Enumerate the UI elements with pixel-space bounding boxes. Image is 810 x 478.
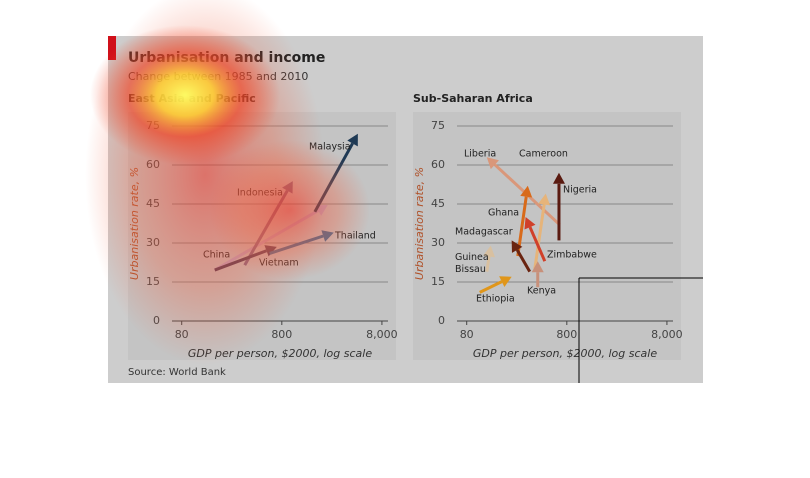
y-axis-label: Urbanisation rate, %: [128, 167, 141, 280]
y-tick-label: 60: [146, 158, 160, 171]
y-tick-label: 30: [431, 236, 445, 249]
arrow-shaft: [485, 256, 491, 272]
arrow-head: [538, 193, 551, 206]
panel: Sub-Saharan Africa 0 15 30 45 60 75 80 800 8,000 G…: [413, 92, 683, 360]
series-label: China: [203, 250, 230, 261]
y-tick-label: 15: [146, 275, 160, 288]
series-label: Guinea Bissau: [455, 252, 489, 275]
arrow-shaft: [533, 204, 546, 270]
arrow-head: [499, 276, 512, 288]
subtitle: Change between 1985 and 2010: [128, 70, 308, 83]
series-label: Thailand: [334, 231, 376, 242]
panel-title: Sub-Saharan Africa: [413, 92, 533, 105]
series-label: Cameroon: [519, 149, 568, 160]
arrow-head: [520, 185, 533, 198]
series-label: Indonesia: [237, 188, 283, 199]
y-axis-label: Urbanisation rate, %: [413, 167, 426, 280]
series-label-box: Guinea Bissau: [455, 252, 489, 275]
x-tick-label: 800: [271, 328, 292, 341]
title: Urbanisation and income: [128, 50, 325, 66]
arrow-head: [531, 261, 544, 273]
arrow-head: [483, 245, 496, 258]
arrow-head: [511, 240, 523, 253]
x-tick-label: 80: [460, 328, 474, 341]
red-tab: [108, 36, 116, 60]
arrow-head: [524, 217, 536, 230]
series-label: Madagascar: [455, 227, 513, 238]
y-tick-label: 45: [146, 197, 160, 210]
panel-background: [413, 112, 681, 360]
y-tick-label: 60: [431, 158, 445, 171]
series-label: Kenya: [527, 286, 556, 297]
series-label: Nigeria: [563, 185, 597, 196]
y-tick-label: 75: [146, 119, 160, 132]
series-label: Vietnam: [259, 258, 299, 269]
x-tick-label: 80: [175, 328, 189, 341]
y-tick-label: 30: [146, 236, 160, 249]
x-tick-label: 8,000: [366, 328, 398, 341]
series-label: Ethiopia: [476, 294, 515, 305]
x-tick-label: 8,000: [651, 328, 683, 341]
series-label: Liberia: [464, 149, 496, 160]
y-tick-label: 45: [431, 197, 445, 210]
y-tick-label: 75: [431, 119, 445, 132]
arrow-shaft: [528, 226, 547, 262]
series-label: Ghana: [488, 208, 519, 219]
arrow-shaft: [479, 280, 503, 294]
arrow-head: [486, 157, 499, 170]
series-label: Malaysia: [309, 142, 351, 153]
y-tick-label: 15: [431, 275, 445, 288]
source: Source: World Bank: [128, 367, 226, 378]
x-tick-label: 800: [556, 328, 577, 341]
x-axis-label: GDP per person, $2000, log scale: [188, 347, 372, 360]
panel-title: East Asia and Pacific: [128, 92, 256, 105]
series-label: Zimbabwe: [547, 250, 597, 261]
arrow-head: [552, 172, 565, 184]
y-tick-label: 0: [438, 314, 445, 327]
x-axis-label: GDP per person, $2000, log scale: [473, 347, 657, 360]
y-tick-label: 0: [153, 314, 160, 327]
arrow-shaft: [515, 249, 532, 273]
